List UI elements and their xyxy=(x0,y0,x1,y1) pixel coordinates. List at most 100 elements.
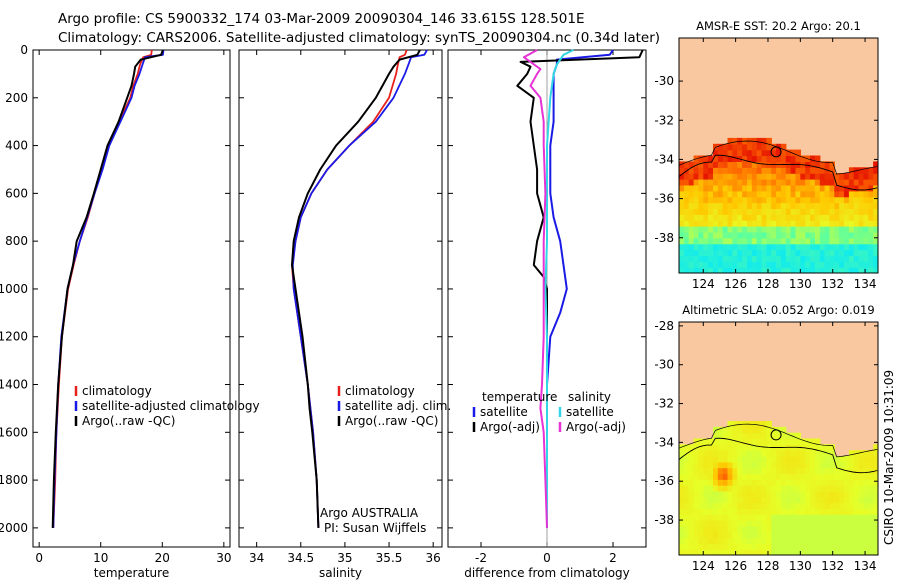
sst-cell xyxy=(829,202,835,209)
sst-cell xyxy=(795,208,801,215)
sla-cell xyxy=(829,543,835,550)
sst-cell xyxy=(800,226,806,233)
sst-cell xyxy=(688,190,695,198)
sla-cell xyxy=(751,450,758,457)
sla-cell xyxy=(737,520,743,527)
sla-cell xyxy=(771,520,777,527)
sla-cell xyxy=(780,520,787,527)
sla-cell xyxy=(742,531,748,539)
sst-cell xyxy=(698,261,704,268)
sst-cell xyxy=(732,202,738,209)
sla-cell xyxy=(688,537,695,544)
sla-cell xyxy=(761,421,767,428)
sst-cell xyxy=(795,190,801,198)
sla-cell xyxy=(780,543,787,550)
sla-cell xyxy=(785,514,792,521)
sst-cell xyxy=(858,255,865,262)
sla-cell xyxy=(742,456,748,463)
sst-cell xyxy=(766,261,772,268)
sst-cell xyxy=(703,220,709,227)
sst-cell xyxy=(785,167,792,174)
sla-cell xyxy=(693,456,700,463)
sst-cell xyxy=(800,231,806,239)
sla-cell xyxy=(829,450,835,457)
sla-cell xyxy=(863,473,869,480)
sla-cell xyxy=(814,531,821,539)
sla-cell xyxy=(732,496,738,504)
sla-cell xyxy=(742,438,748,445)
sst-cell xyxy=(679,249,685,256)
sst-cell xyxy=(761,214,767,221)
sst-cell xyxy=(703,161,709,168)
sst-cell xyxy=(756,190,763,198)
sla-cell xyxy=(737,514,743,521)
sla-cell xyxy=(713,485,719,492)
sst-cell xyxy=(785,202,792,209)
sst-cell xyxy=(839,267,845,273)
sla-cell xyxy=(771,432,777,440)
sst-cell xyxy=(858,249,865,256)
sst-cell xyxy=(795,214,801,221)
sla-cell xyxy=(766,508,772,515)
sst-cell xyxy=(761,190,767,198)
sla-cell xyxy=(751,520,758,527)
sst-cell xyxy=(703,226,709,233)
sla-cell xyxy=(761,456,767,463)
sla-cell xyxy=(834,514,840,521)
sst-cell xyxy=(858,231,865,239)
sla-cell xyxy=(839,485,845,492)
sst-cell xyxy=(800,208,806,215)
sst-cell xyxy=(873,202,878,209)
sst-cell xyxy=(873,179,878,186)
sst-cell xyxy=(873,243,878,251)
sla-cell xyxy=(742,450,748,457)
sla-cell xyxy=(717,508,724,515)
sst-cell xyxy=(683,237,690,245)
sst-cell xyxy=(810,208,816,215)
sla-cell xyxy=(737,450,743,457)
sst-cell xyxy=(708,155,714,162)
sla-cell xyxy=(868,508,874,515)
sla-cell xyxy=(679,525,685,533)
sla-cell xyxy=(771,549,777,555)
sla-map: 124 126 128 130 132 134-28-30-32-34-36-38Alti… xyxy=(654,303,879,573)
sst-cell xyxy=(863,167,869,174)
sla-cell xyxy=(780,531,787,539)
sst-cell xyxy=(747,214,753,221)
sst-cell xyxy=(698,173,704,180)
sla-cell xyxy=(679,473,685,480)
sla-cell xyxy=(742,514,748,521)
sla-cell xyxy=(848,456,855,463)
sst-cell xyxy=(839,231,845,239)
sla-cell xyxy=(747,490,753,498)
difference-series-argo-adj- xyxy=(516,49,644,528)
sla-cell xyxy=(693,520,700,527)
sla-cell xyxy=(858,543,865,550)
sst-cell xyxy=(819,231,826,239)
sst-cell xyxy=(814,255,821,262)
sla-cell xyxy=(805,531,811,539)
sst-cell xyxy=(698,196,704,204)
sst-cell xyxy=(853,190,860,198)
temperature-ytick-label: 600 xyxy=(5,186,28,200)
sla-cell xyxy=(742,496,748,504)
sst-cell xyxy=(693,226,700,233)
sst-cell xyxy=(693,261,700,268)
sst-cell xyxy=(795,202,801,209)
sla-cell xyxy=(776,490,782,498)
sla-cell xyxy=(776,514,782,521)
sst-cell xyxy=(713,214,719,221)
sst-argo-marker xyxy=(770,146,782,158)
sla-ytick-label: -32 xyxy=(654,397,674,411)
sst-cell xyxy=(844,237,850,245)
sst-cell xyxy=(722,167,729,174)
sla-cell xyxy=(679,456,685,463)
sla-cell xyxy=(844,496,850,504)
sst-cell xyxy=(747,243,753,251)
sst-cell xyxy=(834,196,840,204)
sst-cell xyxy=(761,249,767,256)
sst-cell xyxy=(717,208,724,215)
sla-cell xyxy=(834,537,840,544)
sla-cell xyxy=(751,490,758,498)
sst-cell xyxy=(679,208,685,215)
